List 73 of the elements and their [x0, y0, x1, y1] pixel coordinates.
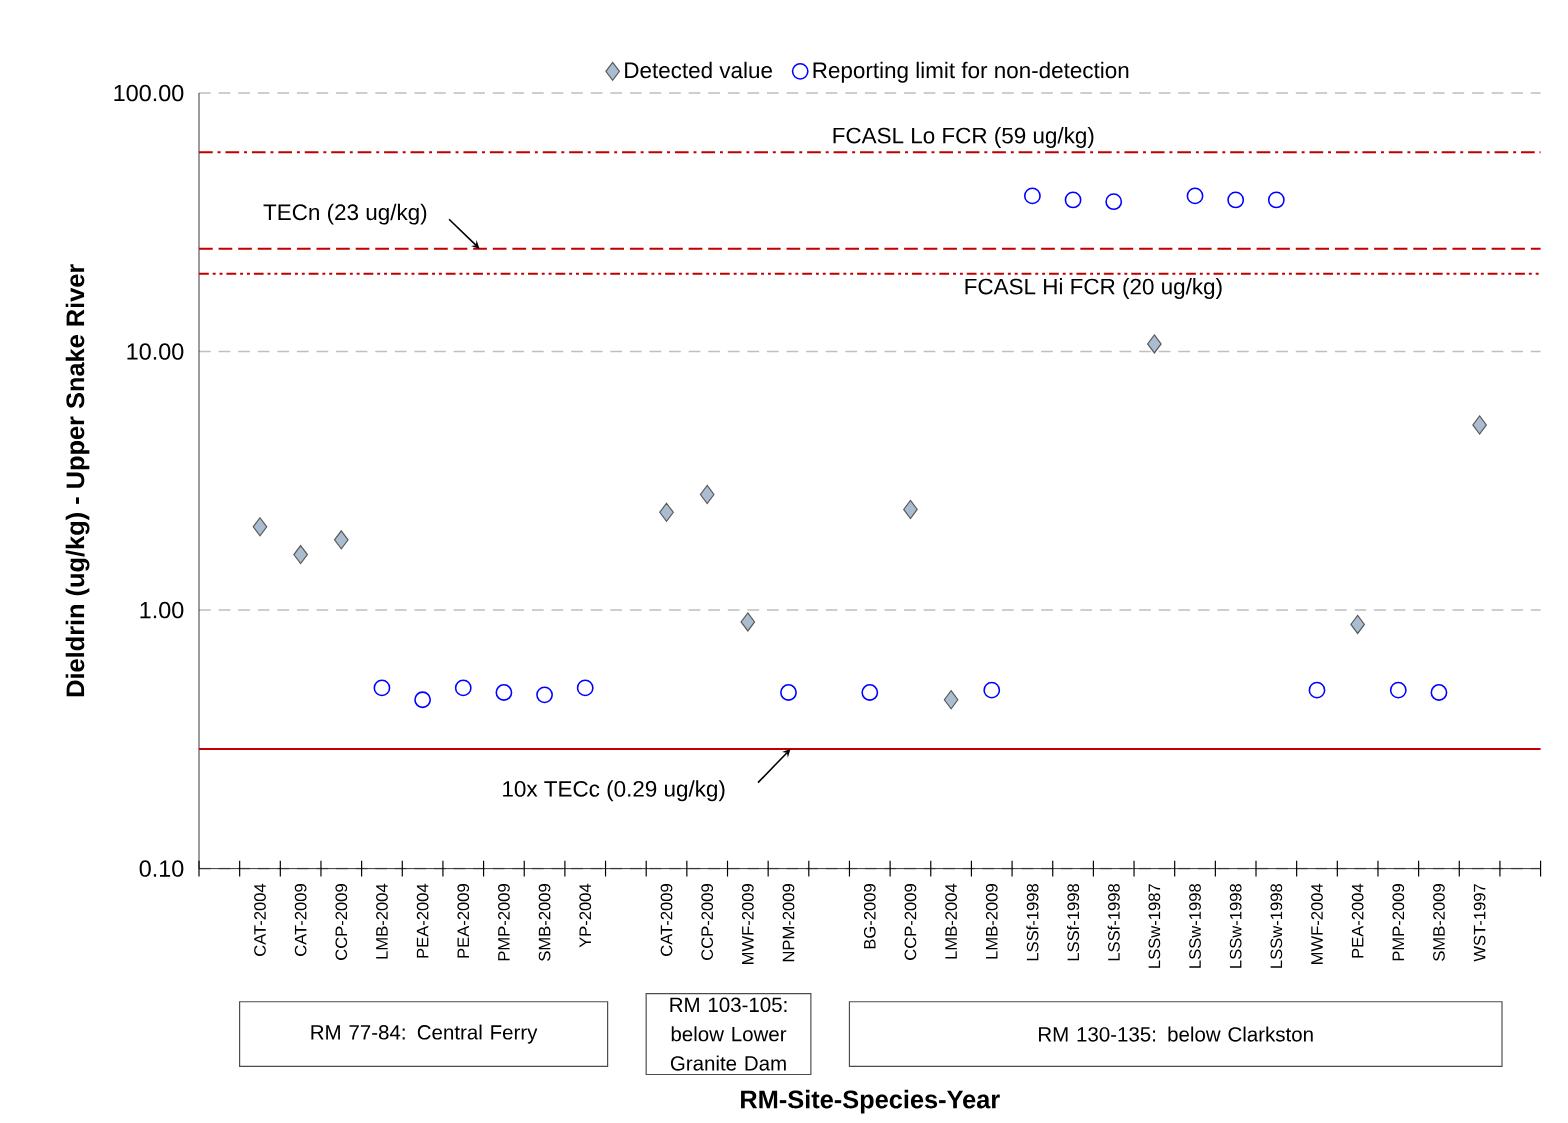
text: RM 103-105: below Lower Granite Dam [670, 997, 787, 1071]
point [1147, 334, 1162, 354]
text: RM 77-84: Central Ferry [311, 1024, 538, 1044]
x-tick-label: PEA-2009 [457, 884, 470, 958]
point [1472, 415, 1487, 435]
x-tick-label: LSSf-1998 [1066, 883, 1080, 961]
x-tick-label: MWF-2009 [741, 884, 754, 964]
x-tick-label: LSSf-1998 [1107, 883, 1120, 961]
point [943, 690, 959, 710]
point [1105, 193, 1123, 210]
x-tick-label: BG-2009 [863, 884, 876, 949]
text: RM 130-135: below Clarkston [1039, 1026, 1313, 1042]
x-tick-label: SMB-2009 [1433, 884, 1445, 961]
x-tick-label: CAT-2009 [294, 884, 307, 956]
x-tick-label: CCP-2009 [335, 884, 348, 960]
x-tick-label: LMB-2004 [376, 883, 388, 959]
point [1389, 681, 1407, 699]
point [1350, 614, 1365, 634]
point [333, 530, 349, 550]
point [495, 683, 513, 701]
point [414, 691, 432, 709]
x-tick-label: PMP-2009 [1392, 884, 1405, 961]
y-axis-title: Dieldrin (ug/kg) - Upper Snake River [65, 264, 90, 697]
x-tick-label: LMB-2009 [985, 884, 998, 959]
legend-label: Reporting limit for non-detection [813, 61, 1129, 83]
point [1267, 191, 1285, 209]
y-tick-label: 100.00 [114, 84, 184, 102]
point [983, 681, 1001, 699]
x-tick-label: CCP-2009 [904, 884, 917, 960]
point [780, 683, 797, 701]
x-tick-label: NPM-2009 [782, 884, 795, 962]
legend-label: Detected value [625, 61, 772, 79]
x-tick-label: CAT-2009 [660, 884, 673, 956]
x-tick-label: PEA-2004 [1351, 883, 1364, 958]
x-tick-label: YP-2004 [579, 883, 592, 948]
x-tick-label: CAT-2004 [254, 883, 266, 956]
x-tick-label: PMP-2009 [498, 884, 510, 961]
point [903, 499, 918, 519]
point [861, 683, 879, 701]
point [1308, 681, 1326, 699]
y-tick-label: 10.00 [127, 343, 184, 360]
x-tick-label: SMB-2009 [538, 884, 551, 961]
x-tick-label: PEA-2004 [416, 883, 429, 958]
x-tick-label: WST-1997 [1473, 884, 1486, 962]
point [659, 502, 674, 522]
x-axis-title: RM-Site-Species-Year [741, 1089, 1000, 1114]
x-tick-label: LMB-2004 [945, 883, 957, 959]
x-tick-label: LSSf-1998 [1026, 883, 1039, 961]
x-tick-label: LSSw-1987 [1148, 884, 1161, 968]
x-tick-label: LSSw-1998 [1270, 883, 1283, 968]
point [454, 679, 472, 697]
point [536, 686, 553, 704]
ref-line-label: 10x TECc (0.29 ug/kg) [503, 780, 725, 802]
point [576, 679, 594, 697]
point [293, 544, 308, 565]
ref-line-label: FCASL Lo FCR (59 ug/kg) [833, 126, 1094, 148]
point [740, 612, 756, 632]
y-tick-label: 0.10 [139, 860, 184, 877]
point [1064, 191, 1082, 209]
point [1186, 187, 1204, 205]
ref-line-label: FCASL Hi FCR (20 ug/kg) [965, 277, 1222, 299]
x-tick-label: CCP-2009 [701, 884, 714, 960]
x-tick-label: MWF-2004 [1311, 883, 1323, 964]
point [1023, 187, 1041, 205]
point [1227, 191, 1245, 209]
y-tick-label: 1.00 [140, 601, 184, 619]
ref-line-label: TECn (23 ug/kg) [263, 203, 427, 225]
x-tick-label: LSSw-1998 [1229, 883, 1242, 968]
point [1430, 683, 1448, 701]
point [252, 517, 268, 537]
x-tick-label: LSSw-1998 [1189, 883, 1201, 968]
point [373, 679, 391, 697]
point [699, 484, 715, 504]
